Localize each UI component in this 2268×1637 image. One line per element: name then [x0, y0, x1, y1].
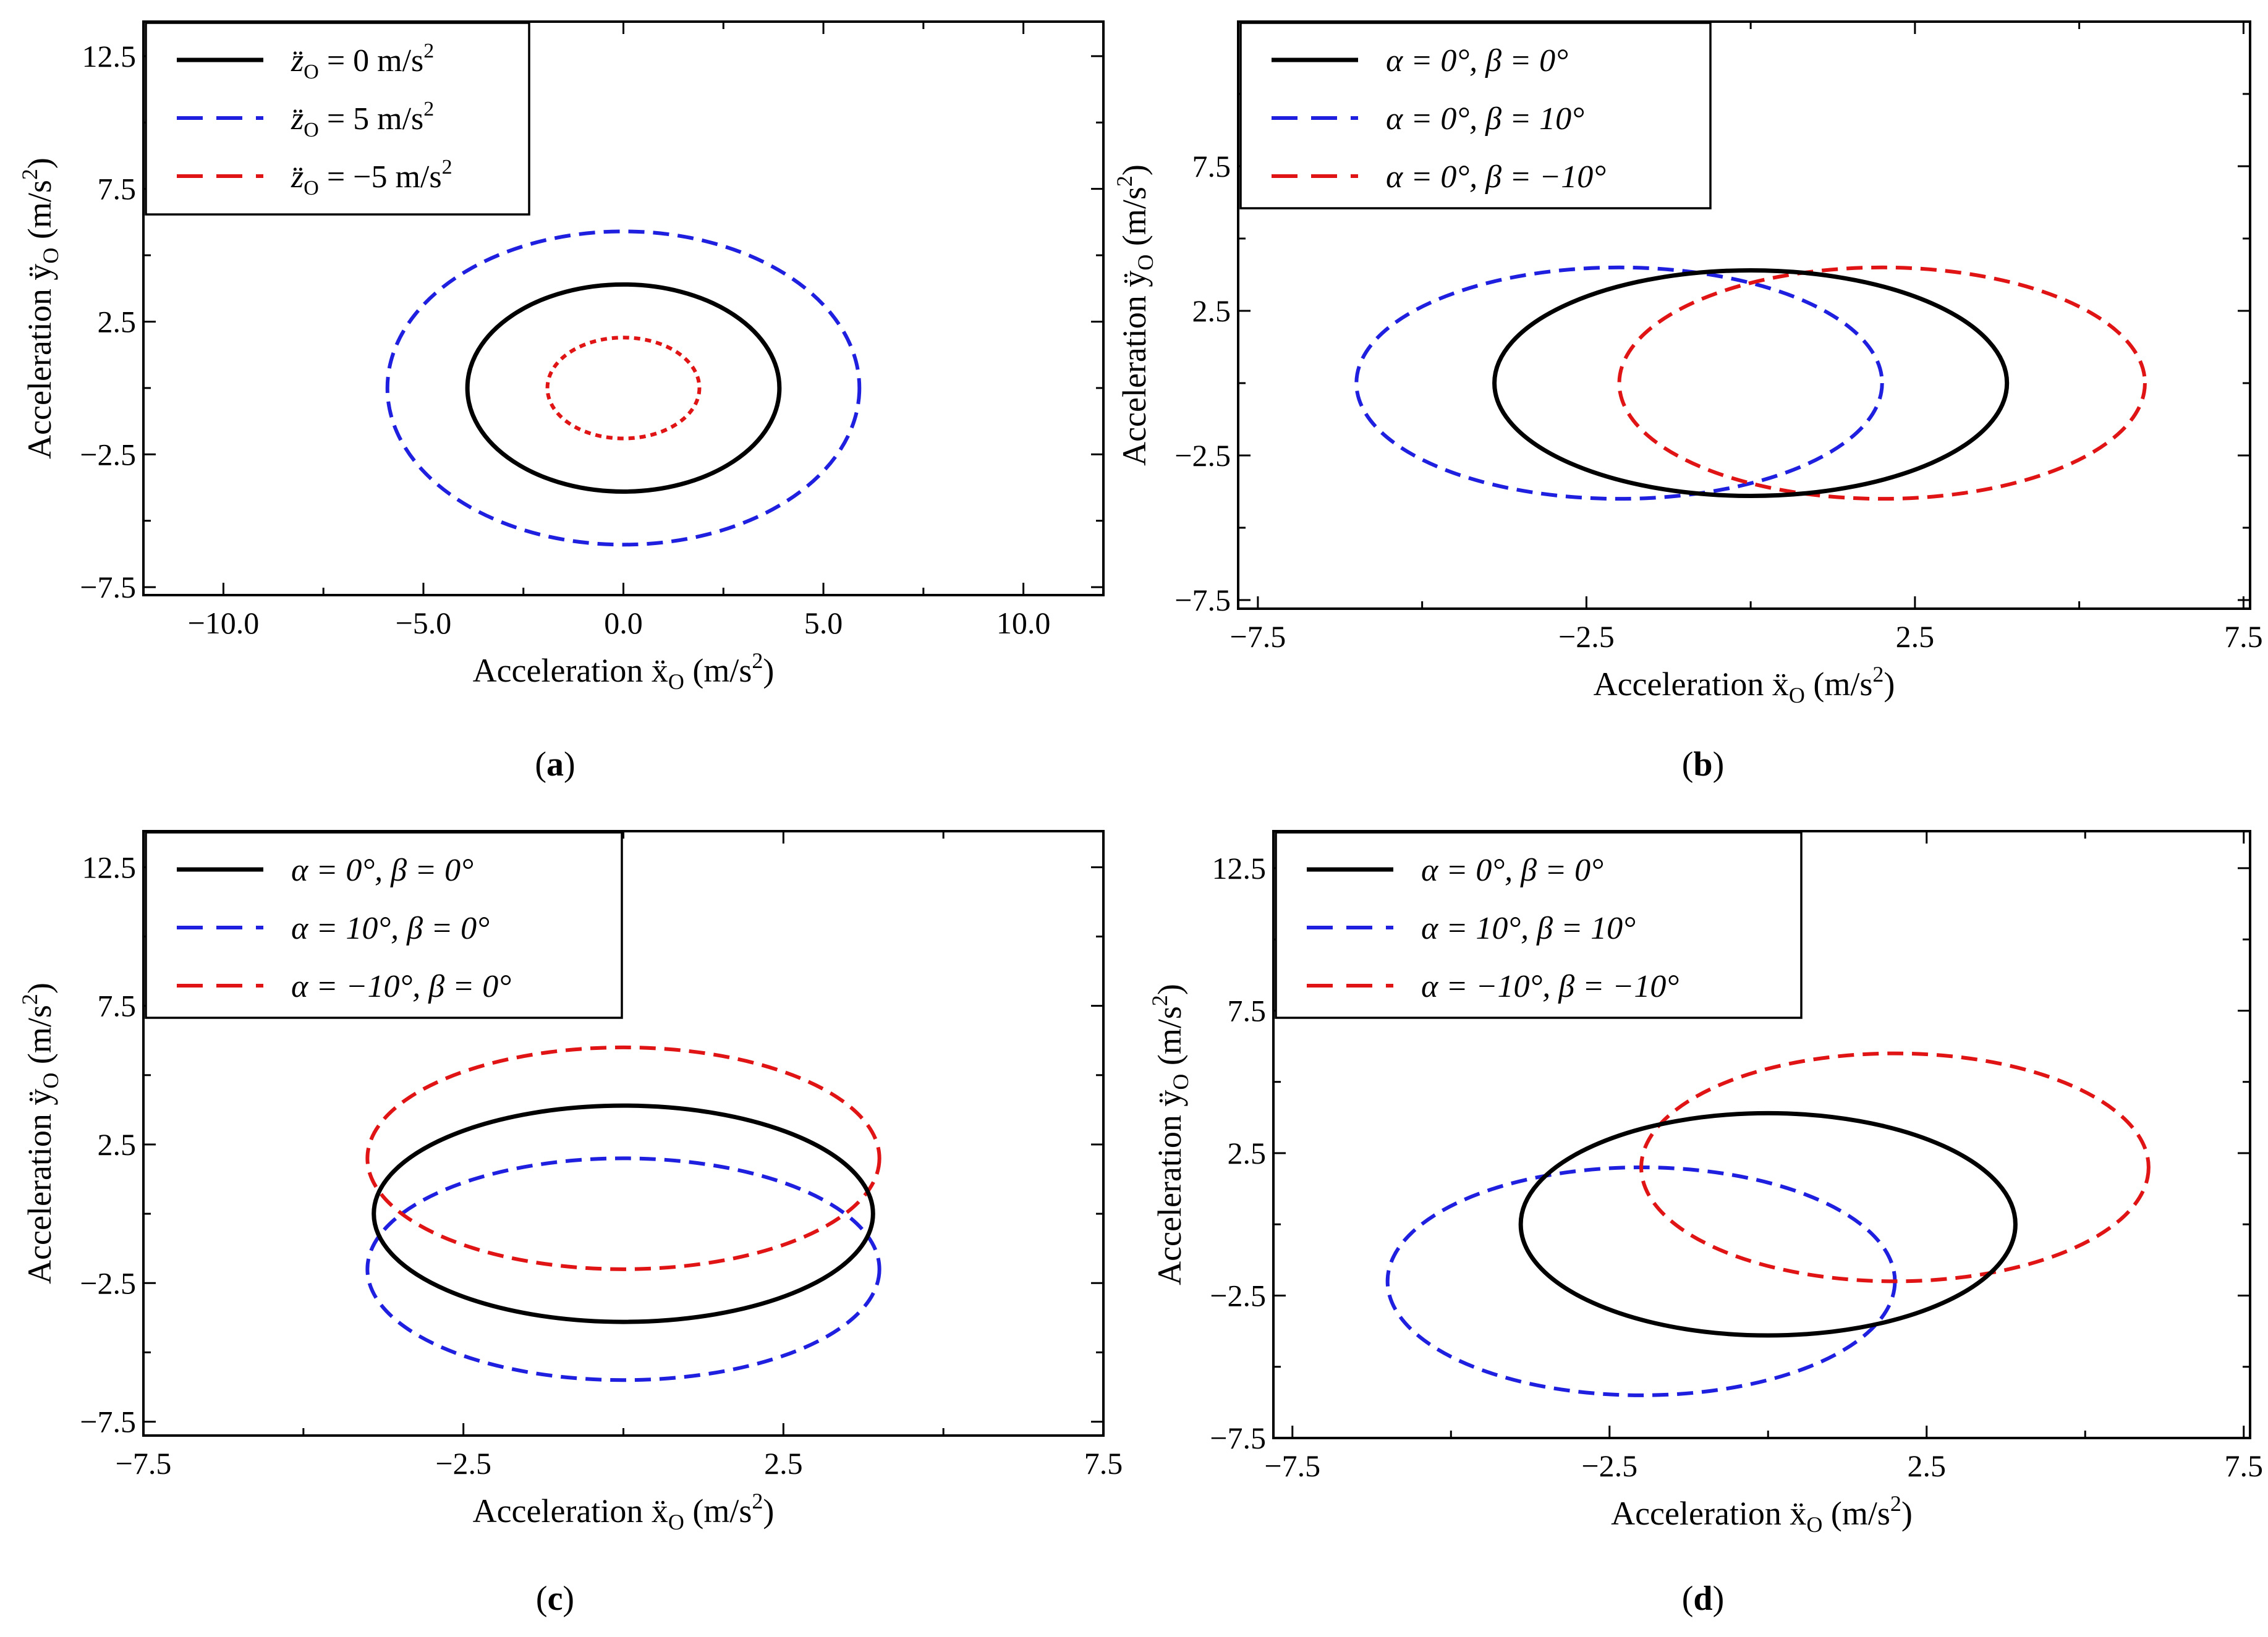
series-curve-2 — [1639, 1051, 2151, 1284]
x-tick-label: −2.5 — [1558, 619, 1615, 654]
x-tick-label: 5.0 — [804, 606, 843, 640]
legend-label: α = 0°, β = 10° — [1386, 101, 1584, 137]
series-curve-2 — [365, 1045, 881, 1271]
panel-caption: (d) — [1682, 1580, 1724, 1618]
y-tick-label: −7.5 — [80, 570, 136, 604]
x-axis-label: Acceleration ẍO (m/s2) — [1611, 1491, 1913, 1537]
y-tick-label: −7.5 — [1174, 583, 1231, 617]
legend: α = 0°, β = 0° α = 10°, β = 0° α = −10°, β… — [145, 831, 623, 1019]
legend-label: α = 0°, β = 0° — [1386, 43, 1568, 78]
y-tick-label: 7.5 — [98, 989, 137, 1023]
y-axis-label: Acceleration ÿO (m/s2) — [17, 983, 63, 1284]
y-tick-label: 7.5 — [1192, 149, 1231, 184]
series-layer — [365, 1045, 881, 1382]
legend-label: α = 10°, β = 0° — [291, 911, 490, 946]
x-axis-label: Acceleration ẍO (m/s2) — [473, 648, 775, 694]
x-tick-label: 10.0 — [996, 606, 1051, 640]
x-axis-label: Acceleration ẍO (m/s2) — [473, 1489, 775, 1534]
y-axis-label: Acceleration ÿO (m/s2) — [1112, 164, 1158, 466]
x-tick-label: 2.5 — [1908, 1449, 1947, 1483]
series-curve-1 — [1354, 265, 1884, 501]
y-tick-label: 7.5 — [1228, 993, 1267, 1028]
x-tick-label: 2.5 — [1896, 619, 1935, 654]
y-tick-label: 7.5 — [98, 172, 137, 206]
y-tick-label: −2.5 — [1210, 1278, 1266, 1313]
x-tick-label: −2.5 — [435, 1446, 491, 1481]
panel-caption: (c) — [536, 1580, 574, 1618]
y-axis-label: Acceleration ÿO (m/s2) — [17, 158, 63, 459]
series-layer — [1385, 1051, 2151, 1397]
series-curve-0 — [465, 282, 782, 494]
legend-label: z̈O = 0 m/s2 — [291, 40, 434, 83]
y-tick-label: −7.5 — [80, 1405, 136, 1439]
legend-label: z̈O = −5 m/s2 — [291, 156, 452, 200]
series-curve-2 — [545, 336, 702, 441]
series-curve-1 — [385, 229, 862, 547]
legend-label: α = −10°, β = −10° — [1421, 969, 1679, 1004]
x-axis-label: Acceleration ẍO (m/s2) — [1594, 662, 1895, 708]
legend-label: z̈O = 5 m/s2 — [291, 98, 434, 142]
x-tick-label: 7.5 — [1084, 1446, 1123, 1481]
legend-label: α = 10°, β = 10° — [1421, 911, 1636, 946]
x-tick-label: −10.0 — [188, 606, 260, 640]
series-curve-1 — [1385, 1165, 1897, 1397]
x-tick-label: −7.5 — [1264, 1449, 1320, 1483]
legend-label: α = 0°, β = −10° — [1386, 159, 1606, 195]
x-tick-label: −7.5 — [1230, 619, 1286, 654]
x-tick-label: 7.5 — [2224, 619, 2263, 654]
x-tick-label: 7.5 — [2224, 1449, 2263, 1483]
y-tick-label: 12.5 — [82, 39, 137, 74]
y-tick-label: 12.5 — [82, 850, 137, 884]
x-tick-label: −2.5 — [1581, 1449, 1637, 1483]
panel-caption: (a) — [535, 745, 575, 784]
chart-panel-b: −7.5 −2.5 2.5 7.5 −7.5 −2.5 2.5 7.5 Acceleration… — [1112, 20, 2263, 784]
y-tick-label: 2.5 — [98, 1127, 137, 1162]
series-curve-2 — [1617, 265, 2147, 501]
legend: α = 0°, β = 0° α = 10°, β = 10° α = −10°, … — [1275, 831, 1803, 1019]
legend-box — [145, 22, 530, 216]
series-curve-0 — [1518, 1110, 2018, 1338]
chart-panel-d: −7.5 −2.5 2.5 7.5 −7.5 −2.5 2.5 7.5 12.5 Accelera… — [1147, 830, 2263, 1618]
chart-panel-c: −7.5 −2.5 2.5 7.5 −7.5 −2.5 2.5 7.5 12.5 Accelera… — [17, 830, 1123, 1618]
y-tick-label: 2.5 — [1192, 294, 1231, 328]
plot-frame — [1237, 20, 2251, 610]
series-curve-0 — [1492, 268, 2010, 498]
legend: z̈O = 0 m/s2 z̈O = 5 m/s2 z̈O = −5 m/s2 — [145, 22, 530, 216]
x-tick-label: −5.0 — [396, 606, 452, 640]
y-tick-label: 2.5 — [98, 304, 137, 339]
legend-label: α = −10°, β = 0° — [291, 969, 511, 1004]
series-layer — [1354, 265, 2147, 501]
x-tick-label: 2.5 — [764, 1446, 803, 1481]
panel-caption: (b) — [1682, 745, 1724, 784]
y-tick-label: −2.5 — [1174, 438, 1231, 473]
y-tick-label: −2.5 — [80, 437, 136, 472]
y-axis-label: Acceleration ÿO (m/s2) — [1147, 984, 1193, 1285]
legend-label: α = 0°, β = 0° — [1421, 853, 1603, 888]
legend: α = 0°, β = 0° α = 0°, β = 10° α = 0°, β =… — [1239, 22, 1712, 209]
legend-label: α = 0°, β = 0° — [291, 853, 474, 888]
series-curve-1 — [365, 1156, 881, 1382]
chart-panel-a: −10.0 −5.0 0.0 5.0 10.0 −7.5 −2.5 2.5 7.5 12.5 Acc… — [17, 20, 1105, 784]
y-tick-label: −7.5 — [1210, 1421, 1266, 1455]
y-tick-label: 12.5 — [1212, 851, 1267, 886]
series-layer — [385, 229, 862, 547]
x-tick-label: 0.0 — [604, 606, 643, 640]
plot-frame — [1272, 830, 2251, 1439]
y-tick-label: −2.5 — [80, 1266, 136, 1300]
series-curve-0 — [372, 1103, 875, 1324]
x-tick-label: −7.5 — [116, 1446, 172, 1481]
y-tick-label: 2.5 — [1228, 1136, 1267, 1170]
